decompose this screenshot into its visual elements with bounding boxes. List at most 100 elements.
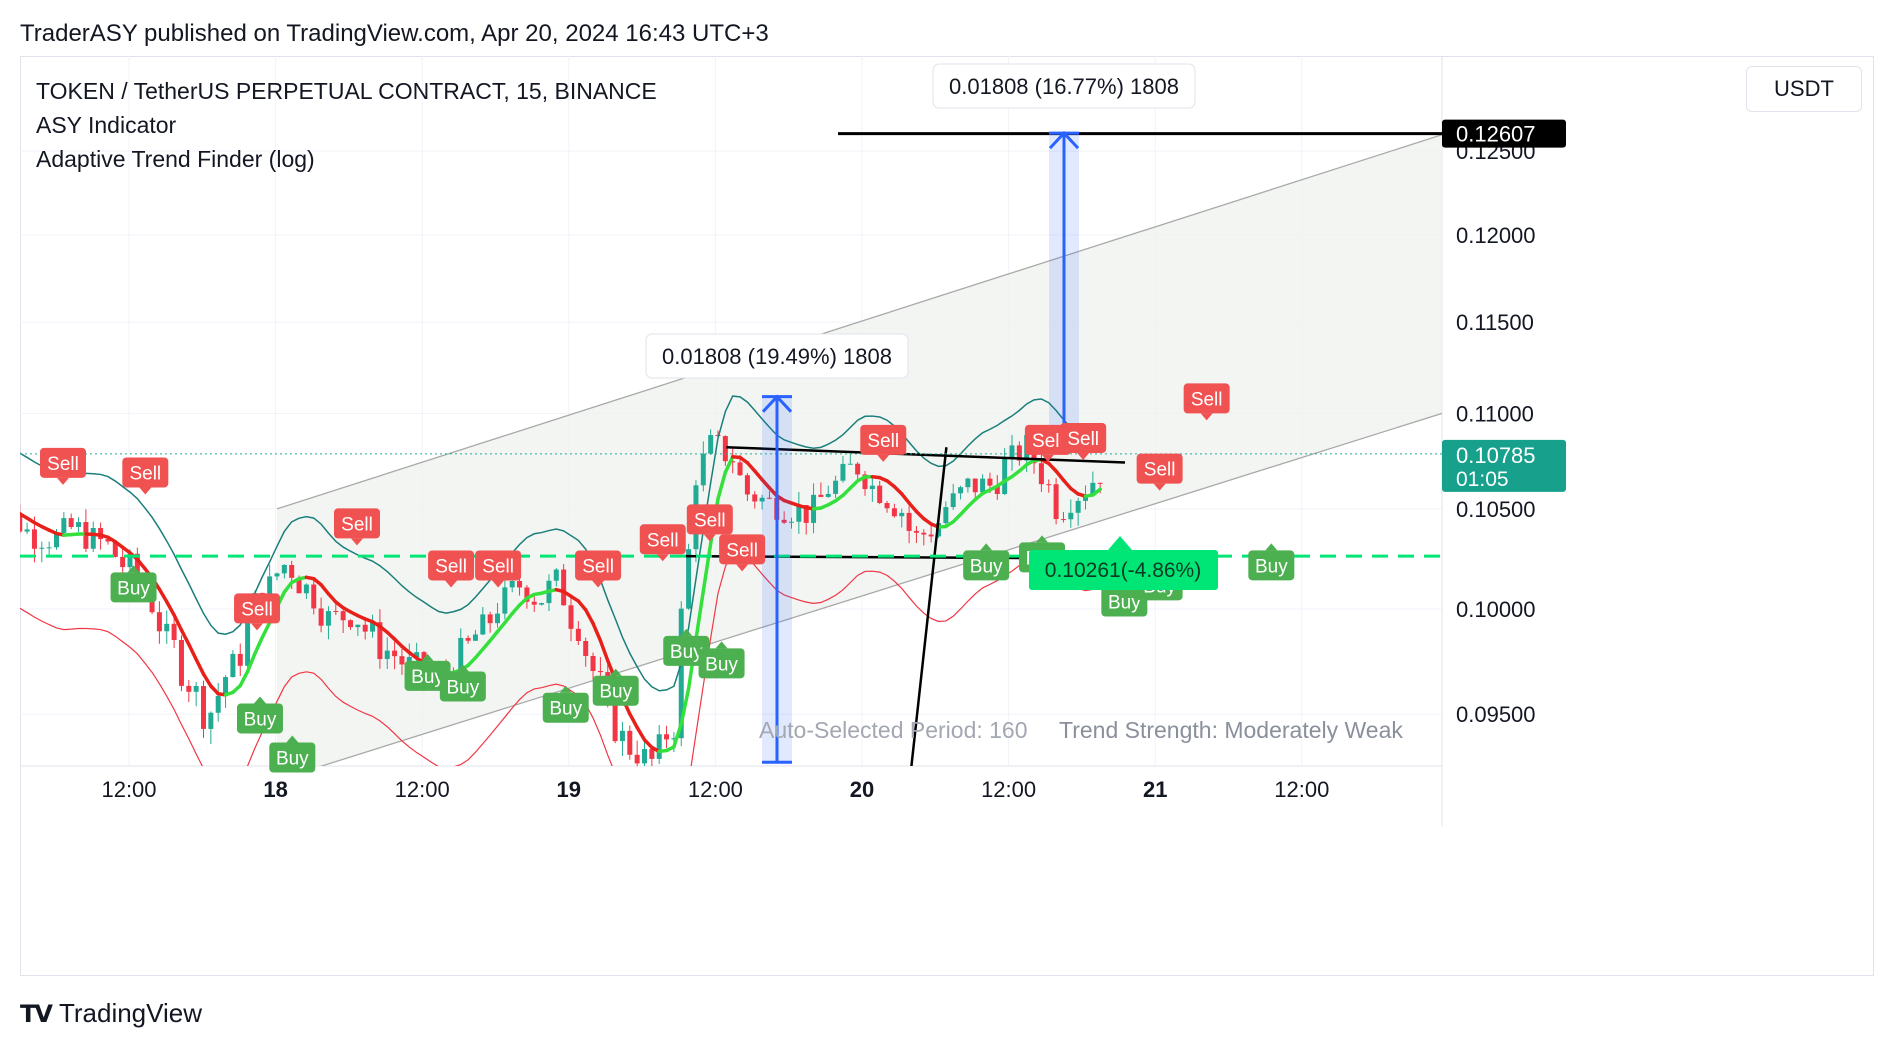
sell-signal-label: Sell [482, 556, 514, 577]
candle-body [20, 513, 23, 532]
buy-signal-pointer [680, 628, 693, 636]
sell-signal-label: Sell [726, 540, 758, 561]
candle-body [928, 534, 934, 537]
currency-button[interactable]: USDT [1746, 66, 1862, 112]
candle-body [502, 587, 508, 614]
trend-line-segment [694, 589, 706, 642]
sell-signal-label: Sell [129, 463, 161, 484]
candle-body [1053, 484, 1059, 520]
trend-line-segment [135, 557, 147, 571]
candle-body [487, 614, 493, 624]
indicator-asy[interactable]: ASY Indicator [36, 112, 177, 138]
buy-signal-label: Buy [1108, 593, 1141, 614]
buy-signal: Buy [663, 628, 710, 666]
candle-body [965, 478, 971, 488]
candle-body [61, 518, 67, 533]
candle-body [1002, 458, 1008, 494]
sell-signal: Sell [860, 424, 907, 462]
candle-body [76, 522, 82, 528]
sell-signal-box [475, 550, 522, 581]
sell-signal: Sell [122, 457, 169, 495]
sell-signal-label: Sell [647, 530, 679, 551]
candle-body [553, 569, 559, 581]
buy-signal-pointer [286, 735, 299, 743]
impulse-line [910, 447, 948, 766]
candle-body [619, 730, 625, 742]
candle-body [458, 637, 464, 675]
sell-signal-box [40, 447, 86, 478]
buy-signal-label: Buy [117, 578, 150, 599]
trend-line-segment [701, 541, 713, 593]
stop-pointer [1108, 536, 1132, 550]
trend-line-segment [466, 656, 478, 668]
y-tick-label: 0.11000 [1456, 401, 1534, 426]
auto-period-text: Auto-Selected Period: 160 [759, 717, 1028, 743]
x-tick-label: 12:00 [981, 777, 1036, 802]
trend-line-segment [510, 603, 522, 616]
trend-line-segment [591, 621, 603, 643]
buy-signal-label: Buy [411, 667, 444, 688]
candle-body [517, 580, 523, 588]
candle-body [972, 478, 978, 493]
y-tick-label: 0.09500 [1456, 702, 1536, 727]
tradingview-logo-icon: TV [20, 999, 53, 1028]
buy-signal-label: Buy [1255, 556, 1288, 577]
candle-body [318, 608, 324, 626]
bar-countdown-label: 01:05 [1456, 468, 1509, 491]
trend-line-segment [201, 672, 213, 688]
trend-line-segment [642, 738, 654, 750]
target-price-label: 0.12607 [1456, 122, 1536, 147]
buy-signal: Buy [404, 653, 451, 691]
candle-body [399, 656, 405, 665]
buy-signal-box [592, 675, 639, 706]
sell-signal: Sell [1024, 424, 1071, 462]
trend-line-segment [1091, 487, 1102, 497]
sell-signal: Sell [639, 524, 686, 562]
sell-signal-label: Sell [694, 510, 726, 531]
y-tick-label: 0.10000 [1456, 597, 1536, 622]
buy-signal-box [542, 692, 589, 723]
buy-signal-label: Buy [670, 642, 703, 663]
candle-body [112, 541, 118, 557]
candle-body [678, 608, 684, 739]
buy-signal-label: Buy [549, 699, 582, 720]
candle-body [766, 497, 772, 499]
candle-body [656, 734, 662, 759]
sell-signal-pointer [1077, 452, 1090, 460]
buy-signal-box [663, 635, 710, 666]
candle-body [392, 650, 398, 657]
candle-body [311, 584, 317, 609]
price-chart[interactable]: 0.125000.120000.115000.110000.105000.100… [20, 56, 1874, 976]
indicator-adaptive-trend[interactable]: Adaptive Trend Finder (log) [36, 146, 315, 172]
candle-body [590, 655, 596, 671]
buy-signal: Buy [542, 685, 589, 723]
sell-signal-box [686, 504, 733, 535]
trend-line-segment [481, 638, 492, 651]
candle-body [1090, 482, 1096, 496]
sell-signal-pointer [1200, 413, 1213, 421]
candle-body [840, 463, 846, 481]
candle-body [127, 553, 133, 568]
tradingview-logo[interactable]: TV TradingView [20, 998, 202, 1029]
candle-body [575, 628, 581, 642]
sell-signal-label: Sell [1067, 429, 1099, 450]
buy-signal-box [236, 703, 283, 734]
candle-body [796, 505, 802, 522]
candle-body [215, 696, 221, 713]
candle-body [869, 485, 875, 490]
trend-line-segment [900, 492, 911, 505]
sell-signal-box [575, 550, 622, 581]
x-tick-label: 19 [557, 777, 581, 802]
trend-line-segment [716, 470, 728, 501]
symbol-title[interactable]: TOKEN / TetherUS PERPETUAL CONTRACT, 15,… [36, 78, 657, 104]
trend-line-segment [209, 684, 220, 696]
sell-signal: Sell [719, 534, 766, 572]
candle-body [1060, 519, 1066, 521]
trend-line-segment [907, 501, 919, 514]
sell-signal-box [639, 524, 686, 555]
buy-signal-box [1248, 550, 1295, 581]
trend-line-segment [165, 599, 176, 617]
channel-upper-line [276, 134, 1442, 510]
trend-line-segment [723, 454, 735, 475]
candle-body [303, 584, 309, 594]
